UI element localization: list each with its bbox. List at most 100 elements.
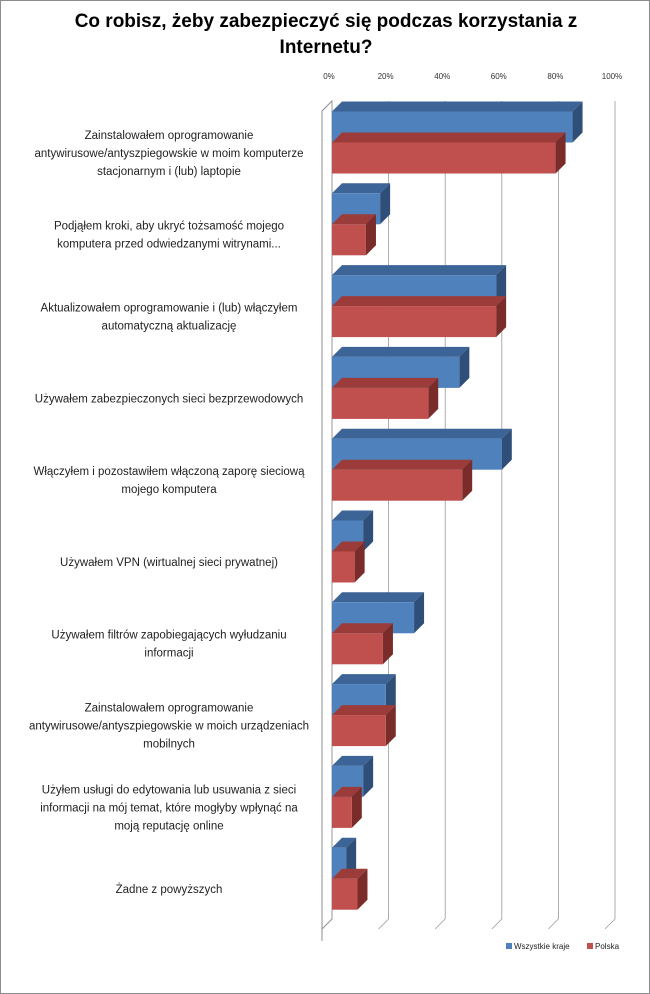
bar-top — [332, 786, 362, 797]
category-label: Używałem VPN (wirtualnej sieci prywatnej… — [60, 557, 278, 569]
bar-polska — [332, 878, 358, 910]
category-label-line: mojego komputera — [121, 484, 217, 496]
bar-top — [332, 183, 391, 194]
category-label: Żadne z powyższych — [116, 883, 223, 896]
category-label: Używałem zabezpieczonych sieci bezprzewo… — [35, 393, 303, 405]
category-label: Użyłem usługi do edytowania lub usuwania… — [40, 784, 298, 832]
category-label: Zainstalowałem oprogramowanie antywirusow… — [34, 130, 303, 178]
side-wall — [321, 99, 333, 931]
bar-side — [555, 132, 566, 174]
bar-side — [428, 377, 439, 419]
bar-side — [363, 755, 374, 797]
bar-top — [332, 510, 374, 521]
category-label-line: Zainstalowałem oprogramowanie — [85, 703, 254, 715]
bar-side — [363, 510, 374, 552]
bar-side — [354, 541, 365, 583]
x-tick-label: 100% — [602, 72, 622, 81]
category-label-line: informacji — [144, 648, 193, 660]
legend-swatch — [506, 943, 512, 949]
bar-top — [332, 101, 583, 112]
category-label-line: Zainstalowałem oprogramowanie — [85, 130, 254, 142]
bar-side — [346, 837, 357, 879]
category-label: Podjąłem kroki, aby ukryć tożsamość moje… — [54, 221, 284, 251]
bar-polska — [332, 387, 429, 419]
gridline-depth — [491, 918, 503, 930]
bar-top — [332, 265, 507, 276]
bar-top — [332, 868, 368, 879]
bar-top — [332, 705, 396, 716]
gridline-depth — [434, 918, 446, 930]
x-tick-label: 80% — [547, 72, 563, 81]
bar-side — [385, 705, 396, 747]
category-label-line: Używałem VPN (wirtualnej sieci prywatnej… — [60, 557, 278, 569]
category-label-line: mobilnych — [143, 739, 195, 751]
category-label-line: Włączyłem i pozostawiłem włączoną zaporę… — [34, 466, 306, 478]
bar-side — [459, 346, 470, 388]
category-label-line: Żadne z powyższych — [116, 883, 223, 896]
legend-label: Wszystkie kraje — [514, 942, 570, 951]
bar-side — [380, 183, 391, 225]
bar-top — [332, 346, 470, 357]
x-tick-label: 60% — [491, 72, 507, 81]
category-label-line: informacji na mój temat, które mogłyby w… — [40, 802, 298, 814]
gridline-depth — [604, 918, 616, 930]
bar-top — [332, 428, 512, 439]
bar-top — [332, 459, 473, 470]
bar-polska — [332, 633, 383, 665]
bar-top — [332, 296, 507, 307]
category-label-line: moją reputację online — [114, 820, 223, 832]
bar-side — [357, 868, 368, 910]
bar-polska — [332, 142, 556, 174]
x-tick-label: 20% — [378, 72, 394, 81]
gridline-depth — [548, 918, 559, 930]
bar-side — [496, 265, 507, 307]
gridline-depth — [321, 918, 333, 930]
category-label: Używałem filtrów zapobiegających wyłudza… — [51, 630, 286, 660]
legend-swatch — [587, 943, 593, 949]
bar-polska — [332, 469, 463, 501]
bar-top — [332, 132, 566, 143]
category-label-line: antywirusowe/antyszpiegowskie w moim kom… — [34, 148, 303, 160]
category-label-line: Używałem filtrów zapobiegających wyłudza… — [51, 630, 286, 642]
category-label-line: Użyłem usługi do edytowania lub usuwania… — [42, 784, 296, 796]
chart-title: Co robisz, żeby zabezpieczyć się podczas… — [74, 11, 578, 58]
bar-polska — [332, 796, 352, 828]
legend-label: Polska — [595, 942, 620, 951]
bar-side — [462, 459, 473, 501]
bar-side — [365, 214, 376, 256]
bar-top — [332, 755, 374, 766]
gridline-depth — [378, 918, 389, 930]
bar-top — [332, 674, 396, 685]
bar-top — [332, 837, 357, 848]
bar-side — [351, 786, 362, 828]
bar-polska — [332, 306, 497, 338]
bar-side — [501, 428, 512, 470]
category-label: Włączyłem i pozostawiłem włączoną zaporę… — [34, 466, 306, 496]
bar-top — [332, 592, 425, 603]
bar-side — [414, 592, 425, 634]
bar-top — [332, 214, 376, 225]
category-label-line: Aktualizowałem oprogramowanie i (lub) wł… — [41, 303, 298, 315]
category-label: Aktualizowałem oprogramowanie i (lub) wł… — [41, 303, 298, 333]
bar-top — [332, 541, 365, 552]
bar-side — [385, 674, 396, 716]
bar-side — [382, 623, 393, 665]
category-label: Zainstalowałem oprogramowanie antywirusow… — [29, 703, 309, 751]
bar-side — [496, 296, 507, 338]
category-label-line: stacjonarnym i (lub) laptopie — [97, 166, 241, 178]
bar-polska — [332, 224, 366, 256]
category-label-line: komputera przed odwiedzanymi witrynami..… — [57, 239, 281, 251]
category-label-line: Używałem zabezpieczonych sieci bezprzewo… — [35, 393, 303, 405]
category-label-line: Podjąłem kroki, aby ukryć tożsamość moje… — [54, 221, 284, 233]
x-tick-label: 0% — [323, 72, 335, 81]
bar-polska — [332, 715, 386, 747]
bar-top — [332, 623, 393, 634]
category-label-line: antywirusowe/antyszpiegowskie w moich ur… — [29, 721, 309, 733]
bar-polska — [332, 551, 355, 583]
category-label-line: automatyczną aktualizację — [102, 321, 237, 333]
x-tick-label: 40% — [434, 72, 450, 81]
bar-side — [572, 101, 583, 143]
bar-top — [332, 377, 439, 388]
